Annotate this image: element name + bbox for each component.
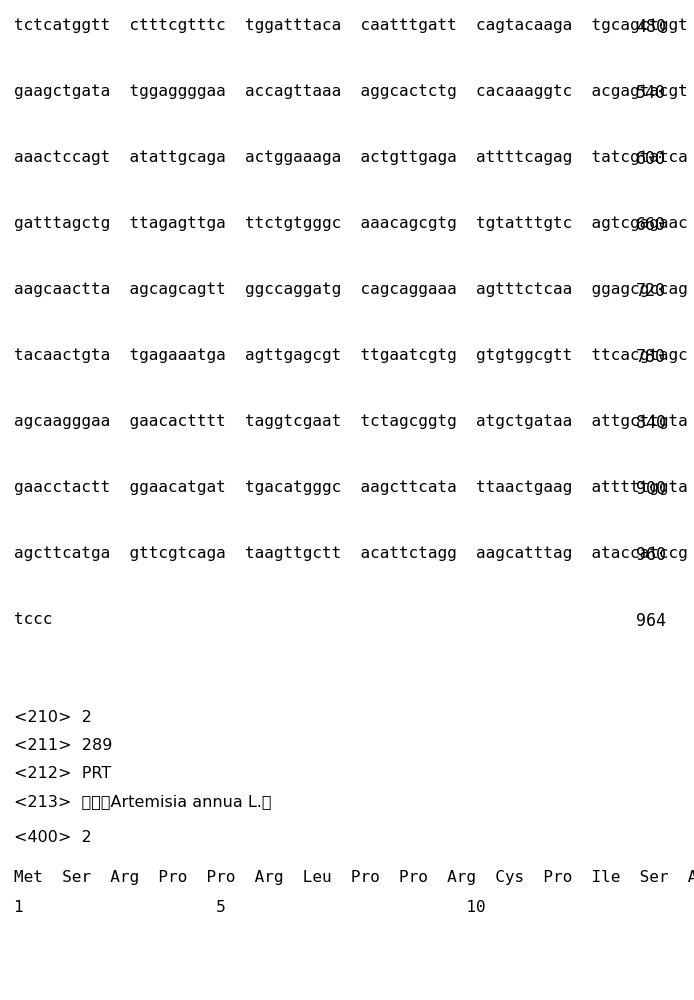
- Text: 780: 780: [636, 348, 666, 366]
- Text: 720: 720: [636, 282, 666, 300]
- Text: aaactccagt  atattgcaga  actggaaaga  actgttgaga  attttcagag  tatcgtatca: aaactccagt atattgcaga actggaaaga actgttg…: [14, 150, 688, 165]
- Text: 900: 900: [636, 480, 666, 498]
- Text: <400>  2: <400> 2: [14, 830, 92, 845]
- Text: <213>  青蒿（Artemisia annua L.）: <213> 青蒿（Artemisia annua L.）: [14, 794, 271, 809]
- Text: aagcaactta  agcagcagtt  ggccaggatg  cagcaggaaa  agtttctcaa  ggagcgccag: aagcaactta agcagcagtt ggccaggatg cagcagg…: [14, 282, 688, 297]
- Text: 540: 540: [636, 84, 666, 102]
- Text: <212>  PRT: <212> PRT: [14, 766, 111, 781]
- Text: gaagctgata  tggaggggaa  accagttaaa  aggcactctg  cacaaaggtc  acgagtacgt: gaagctgata tggaggggaa accagttaaa aggcact…: [14, 84, 688, 99]
- Text: gaacctactt  ggaacatgat  tgacatgggc  aagcttcata  ttaactgaag  atttttggta: gaacctactt ggaacatgat tgacatgggc aagcttc…: [14, 480, 688, 495]
- Text: Met  Ser  Arg  Pro  Pro  Arg  Leu  Pro  Pro  Arg  Cys  Pro  Ile  Ser  Arg  Ala: Met Ser Arg Pro Pro Arg Leu Pro Pro Arg …: [14, 870, 694, 885]
- Text: 960: 960: [636, 546, 666, 564]
- Text: 1                    5                         10                        15: 1 5 10 15: [14, 900, 694, 915]
- Text: tctcatggtt  ctttcgtttc  tggatttaca  caatttgatt  cagtacaaga  tgcagctggt: tctcatggtt ctttcgtttc tggatttaca caatttg…: [14, 18, 688, 33]
- Text: gatttagctg  ttagagttga  ttctgtgggc  aaacagcgtg  tgtatttgtc  agtcgagaac: gatttagctg ttagagttga ttctgtgggc aaacagc…: [14, 216, 688, 231]
- Text: 480: 480: [636, 18, 666, 36]
- Text: 600: 600: [636, 150, 666, 168]
- Text: 964: 964: [636, 612, 666, 630]
- Text: tccc: tccc: [14, 612, 52, 627]
- Text: <210>  2: <210> 2: [14, 710, 92, 725]
- Text: agcttcatga  gttcgtcaga  taagttgctt  acattctagg  aagcatttag  ataccatccg: agcttcatga gttcgtcaga taagttgctt acattct…: [14, 546, 688, 561]
- Text: 660: 660: [636, 216, 666, 234]
- Text: <211>  289: <211> 289: [14, 738, 112, 753]
- Text: 840: 840: [636, 414, 666, 432]
- Text: agcaagggaa  gaacactttt  taggtcgaat  tctagcggtg  atgctgataa  attgcttgta: agcaagggaa gaacactttt taggtcgaat tctagcg…: [14, 414, 688, 429]
- Text: tacaactgta  tgagaaatga  agttgagcgt  ttgaatcgtg  gtgtggcgtt  ttcacgtagc: tacaactgta tgagaaatga agttgagcgt ttgaatc…: [14, 348, 688, 363]
